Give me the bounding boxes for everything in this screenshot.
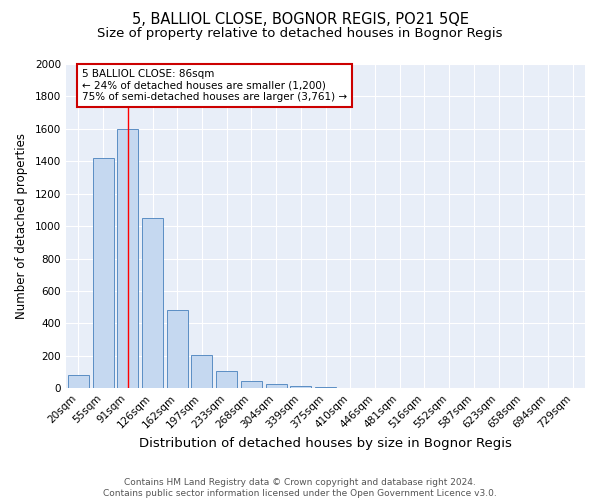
Bar	[266, 384, 287, 388]
Text: 5, BALLIOL CLOSE, BOGNOR REGIS, PO21 5QE: 5, BALLIOL CLOSE, BOGNOR REGIS, PO21 5QE	[131, 12, 469, 28]
Bar	[315, 386, 336, 388]
Bar	[241, 381, 262, 388]
Text: 5 BALLIOL CLOSE: 86sqm
← 24% of detached houses are smaller (1,200)
75% of semi-: 5 BALLIOL CLOSE: 86sqm ← 24% of detached…	[82, 69, 347, 102]
Bar	[118, 129, 139, 388]
Bar	[216, 372, 237, 388]
Bar	[191, 355, 212, 388]
Text: Size of property relative to detached houses in Bognor Regis: Size of property relative to detached ho…	[97, 28, 503, 40]
Text: Contains HM Land Registry data © Crown copyright and database right 2024.
Contai: Contains HM Land Registry data © Crown c…	[103, 478, 497, 498]
Bar	[167, 310, 188, 388]
X-axis label: Distribution of detached houses by size in Bognor Regis: Distribution of detached houses by size …	[139, 437, 512, 450]
Bar	[92, 158, 113, 388]
Y-axis label: Number of detached properties: Number of detached properties	[15, 133, 28, 319]
Bar	[290, 386, 311, 388]
Bar	[142, 218, 163, 388]
Bar	[68, 376, 89, 388]
